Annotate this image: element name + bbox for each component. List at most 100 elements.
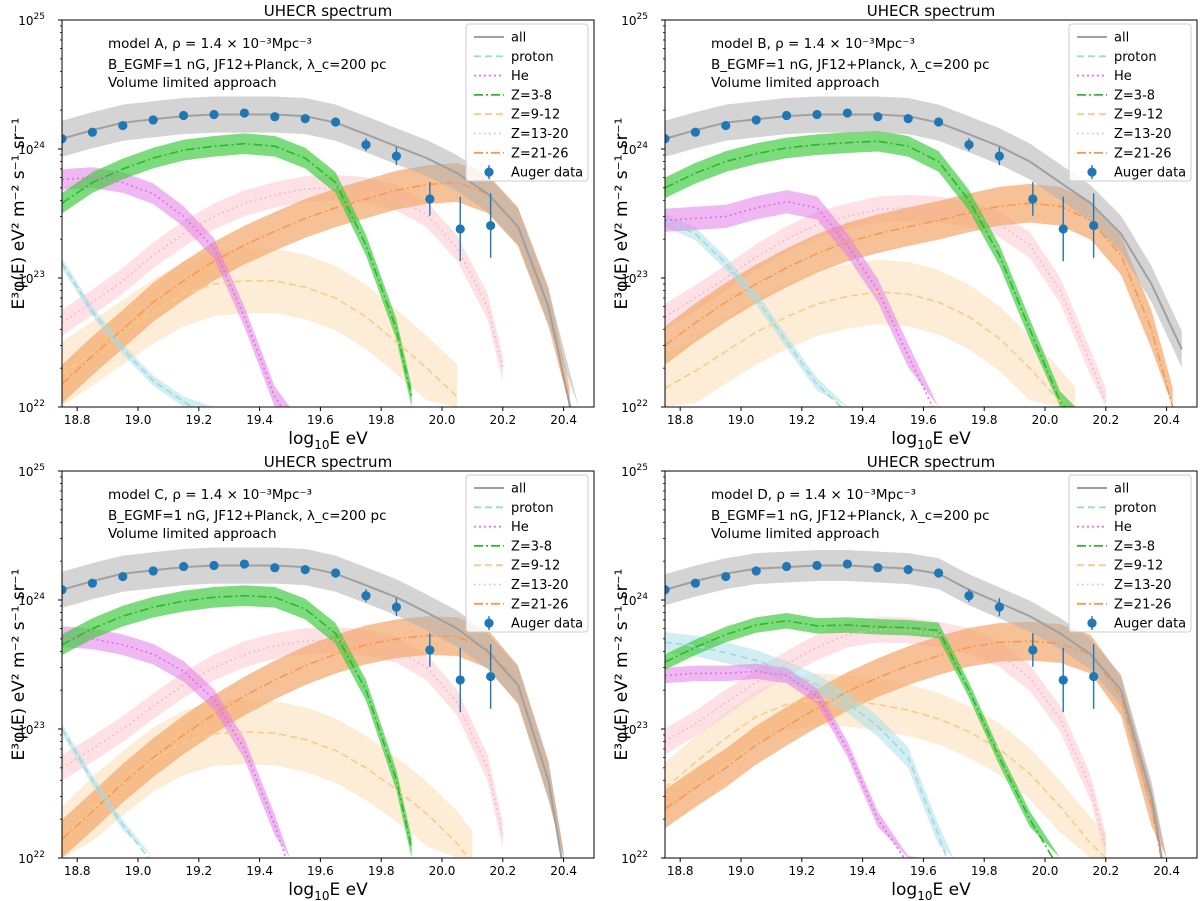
legend-entry: Z=3-8 <box>474 539 552 554</box>
legend-box <box>1068 23 1192 182</box>
series-line-z-21-26 <box>62 634 563 858</box>
legend-label: He <box>1114 520 1132 535</box>
auger-data-point <box>118 571 128 582</box>
auger-data-point <box>391 151 401 161</box>
auger-data-point <box>751 566 761 576</box>
series-line-z-13-20 <box>665 207 1107 402</box>
auger-data-point <box>842 108 852 118</box>
series-line-proton <box>665 641 948 858</box>
legend-label: all <box>1114 482 1129 497</box>
legend-entry: Auger data <box>1087 165 1186 181</box>
y-tick-label: 1025 <box>621 463 648 479</box>
auger-data-point <box>665 585 670 595</box>
auger-data-point <box>209 109 219 120</box>
legend-marker <box>1087 167 1097 177</box>
auger-data-point <box>721 120 731 131</box>
spectrum-panel: 18.8 19.0 19.2 19.4 19.6 19.8 20.0 20.2 20.4 1022… <box>603 0 1200 452</box>
series-line-all <box>665 564 1163 858</box>
series-line-z-3-8 <box>62 142 413 397</box>
auger-data-point <box>239 559 249 569</box>
band-he <box>665 190 939 407</box>
legend-label: Z=9-12 <box>1114 108 1163 123</box>
x-tick-label: 19.2 <box>185 864 212 878</box>
legend-entry: Z=9-12 <box>1077 108 1163 123</box>
x-tick-label: 20.0 <box>429 864 456 878</box>
series-line-he <box>62 176 283 407</box>
auger-data-point <box>812 109 822 120</box>
annotation-model: model A, ρ = 1.4 × 10⁻³Mpc⁻³ <box>108 36 312 52</box>
band-he <box>62 167 290 407</box>
series-line-z-3-8 <box>665 619 1054 858</box>
y-tick-label: 1024 <box>621 141 648 157</box>
auger-data-point <box>782 110 792 121</box>
band-z-3-8 <box>665 130 1076 407</box>
x-tick-label: 19.2 <box>185 413 212 427</box>
x-tick-label: 19.2 <box>788 413 815 427</box>
x-tick-label: 20.0 <box>1032 864 1059 878</box>
axes-frame <box>664 19 1198 408</box>
spectrum-panel: 18.8 19.0 19.2 19.4 19.6 19.8 20.0 20.2 20.4 1022… <box>0 0 600 452</box>
annotation-field: B_EGMF=1 nG, JF12+Planck, λ_c=200 pc <box>711 508 990 524</box>
chart-title: UHECR spectrum <box>867 453 995 471</box>
band-all <box>62 547 564 858</box>
x-tick-label: 19.4 <box>246 864 273 878</box>
series-line-z-13-20 <box>62 639 504 836</box>
auger-data-point <box>62 134 67 144</box>
x-tick-label: 19.4 <box>246 413 273 427</box>
y-tick-label: 1025 <box>621 12 648 28</box>
legend-label: He <box>511 520 529 535</box>
auger-data-point <box>690 578 700 588</box>
auger-data-point <box>812 560 822 571</box>
legend-label: all <box>511 31 526 46</box>
legend-entry: proton <box>474 501 554 516</box>
chart-title: UHECR spectrum <box>867 2 995 20</box>
auger-data-point <box>1058 224 1068 234</box>
annotation-model: model C, ρ = 1.4 × 10⁻³Mpc⁻³ <box>108 487 312 503</box>
band-proton <box>665 213 863 407</box>
x-tick-label: 19.6 <box>307 413 334 427</box>
plot-area <box>62 547 564 858</box>
y-axis-label: E³φ(E) eV² m⁻² s⁻¹ sr⁻¹ <box>612 569 632 761</box>
legend-entry: Z=3-8 <box>474 88 552 103</box>
axes-frame <box>61 470 595 859</box>
x-tick-label: 18.8 <box>667 413 694 427</box>
auger-data-point <box>209 560 219 571</box>
band-z-13-20 <box>665 194 1106 407</box>
axes-frame <box>664 470 1198 859</box>
auger-data-point <box>62 585 67 595</box>
legend-entry: proton <box>474 50 554 65</box>
auger-data-point <box>665 134 670 144</box>
band-all <box>665 96 1182 368</box>
legend-entry: Z=13-20 <box>474 578 569 593</box>
legend-entry: Z=21-26 <box>474 146 569 161</box>
legend-label: Auger data <box>511 166 583 181</box>
auger-data-point <box>148 566 158 576</box>
auger-data-point <box>361 591 371 601</box>
legend-entry: Z=21-26 <box>1077 597 1172 612</box>
plot-area <box>62 96 579 407</box>
y-tick-label: 1023 <box>621 721 648 737</box>
x-tick-label: 18.8 <box>64 864 91 878</box>
legend-entry: Z=21-26 <box>474 597 569 612</box>
annotation-approach: Volume limited approach <box>711 526 880 542</box>
y-tick-label: 1024 <box>621 592 648 608</box>
annotation-field: B_EGMF=1 nG, JF12+Planck, λ_c=200 pc <box>711 57 990 73</box>
x-tick-label: 19.8 <box>368 413 395 427</box>
band-all <box>665 550 1167 858</box>
legend-entry: Z=3-8 <box>1077 88 1155 103</box>
band-all <box>62 96 579 407</box>
auger-data-point <box>1028 645 1038 655</box>
auger-data-point <box>331 568 341 578</box>
band-z-13-20 <box>62 627 503 849</box>
auger-data-point <box>994 602 1004 612</box>
band-he <box>62 626 290 858</box>
auger-data-point <box>425 645 435 655</box>
x-tick-label: 18.8 <box>64 413 91 427</box>
legend-label: Z=21-26 <box>1114 146 1172 161</box>
x-tick-label: 18.8 <box>667 864 694 878</box>
y-axis-label: E³φ(E) eV² m⁻² s⁻¹ sr⁻¹ <box>9 118 29 310</box>
legend-label: Z=13-20 <box>511 578 569 593</box>
auger-data-point <box>751 115 761 125</box>
legend-entry: Z=9-12 <box>474 559 560 574</box>
legend-box <box>465 23 589 182</box>
